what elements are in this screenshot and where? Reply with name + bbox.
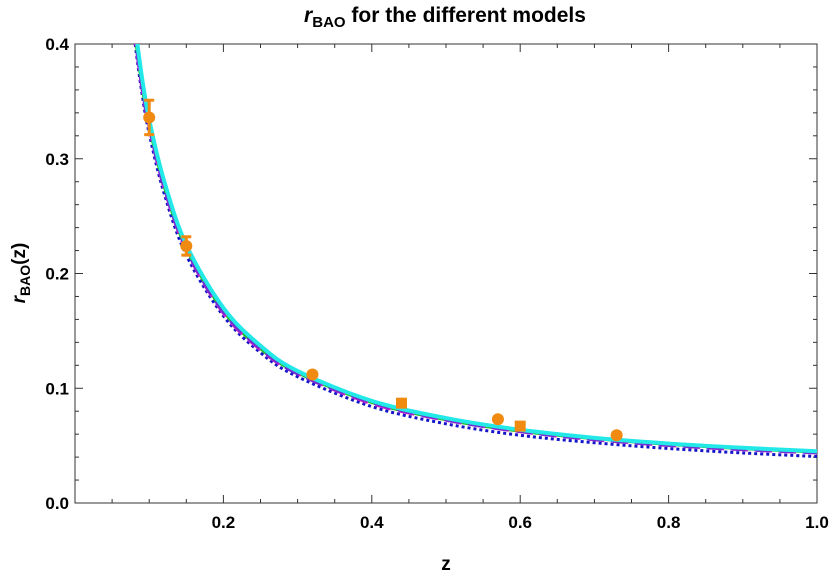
x-tick-label-0-4: 0.4 [360,513,384,532]
observation-point-7 [610,429,623,442]
square-marker [514,420,526,432]
x-tick-label-0-2: 0.2 [212,513,236,532]
chart-title-sub: BAO [312,14,346,31]
observation-points [143,98,623,442]
observation-point-2 [180,235,193,257]
chart-title: rBAO for the different models [304,4,586,31]
model-curve-2 [134,44,817,454]
model-curve-1 [133,44,817,459]
x-axis-label: z [441,554,451,575]
observation-point-5 [491,413,504,426]
circle-marker [610,429,623,442]
x-tick-label-1: 1.0 [805,513,829,532]
model-curves [133,44,817,459]
axis-tick-labels: 0.2 0.4 0.6 0.8 1.0 0.0 0.1 0.2 0.3 0.4 [45,35,828,532]
circle-marker [306,368,319,381]
model-curve-5 [135,44,817,454]
y-axis-label-rest: (z) [9,243,30,265]
circle-marker [143,111,156,124]
y-tick-label-0-1: 0.1 [45,379,69,398]
chart-title-rest: for the different models [346,4,586,27]
model-curve-4 [134,44,817,455]
y-axis-label-main: r [9,294,30,303]
x-tick-label-0-6: 0.6 [508,513,532,532]
observation-point-4 [395,397,407,409]
y-tick-label-0-2: 0.2 [45,265,69,284]
axis-ticks [75,44,818,503]
y-axis-label-sub: BAO [17,265,33,296]
observation-point-3 [306,368,319,381]
square-marker [395,397,407,409]
model-curve-3 [134,44,817,455]
circle-marker [180,239,193,252]
chart-title-main: r [304,4,314,27]
x-tick-label-0-8: 0.8 [657,513,681,532]
plot-frame [74,43,818,504]
y-tick-label-0-4: 0.4 [45,35,69,54]
y-tick-label-0-3: 0.3 [45,150,69,169]
observation-point-1 [143,98,156,137]
y-axis-label: rBAO(z) [9,243,33,304]
y-tick-label-0: 0.0 [45,494,69,513]
circle-marker [491,413,504,426]
observation-point-6 [514,420,526,432]
